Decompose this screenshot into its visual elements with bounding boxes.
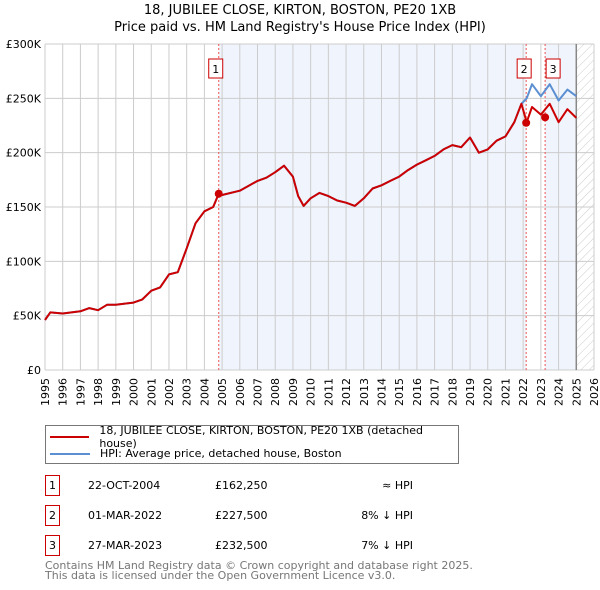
x-tick-label: 2000	[128, 378, 141, 406]
y-tick-label: £50K	[13, 310, 42, 323]
x-tick-label: 2021	[499, 378, 512, 406]
x-tick-label: 2019	[464, 378, 477, 406]
x-tick-label: 1995	[39, 378, 52, 406]
x-tick-label: 2004	[198, 378, 211, 406]
y-tick-label: £300K	[6, 38, 42, 51]
blue-line-swatch	[50, 452, 90, 455]
transaction-row: 3 27-MAR-2023 £232,500 7% ↓ HPI	[45, 535, 465, 556]
sale-point	[214, 189, 223, 198]
x-tick-label: 2008	[269, 378, 282, 406]
y-tick-label: £150K	[6, 201, 42, 214]
sale-price: £227,500	[215, 509, 268, 522]
y-tick-label: £200K	[6, 147, 42, 160]
footer: Contains HM Land Registry data © Crown c…	[45, 559, 473, 582]
x-tick-label: 2020	[482, 378, 495, 406]
x-tick-label: 2017	[429, 378, 442, 406]
sale-date: 01-MAR-2022	[88, 509, 163, 522]
y-tick-label: £250K	[6, 92, 42, 105]
x-tick-label: 2015	[393, 378, 406, 406]
sale-price: £232,500	[215, 539, 268, 552]
x-tick-label: 2016	[411, 378, 424, 406]
sale-price: £162,250	[215, 479, 268, 492]
x-tick-label: 1997	[74, 378, 87, 406]
sale-marker-badge: 1	[45, 475, 60, 496]
sale-label-box	[545, 58, 561, 79]
hpi-comparison: 7% ↓ HPI	[361, 539, 413, 552]
y-tick-label: £0	[27, 364, 41, 377]
x-tick-label: 2018	[446, 378, 459, 406]
price-chart: 1995 1996 1997 1998 1999 2000 2001 2002 2003 2004…	[6, 38, 600, 406]
legend-item-property: 18, JUBILEE CLOSE, KIRTON, BOSTON, PE20 …	[46, 424, 458, 450]
sale-label: 1	[212, 63, 219, 76]
x-tick-label: 2010	[305, 378, 318, 406]
footer-line: This data is licensed under the Open Gov…	[45, 569, 396, 582]
x-tick-label: 2007	[252, 378, 265, 406]
sale-date: 22-OCT-2004	[88, 479, 161, 492]
x-tick-label: 2014	[375, 378, 388, 406]
x-tick-label: 1999	[110, 378, 123, 406]
property-price-line	[44, 102, 577, 321]
sale-label-box	[208, 58, 224, 79]
legend-label: 18, JUBILEE CLOSE, KIRTON, BOSTON, PE20 …	[99, 423, 423, 450]
sale-label: 3	[550, 63, 557, 76]
sale-point	[541, 113, 550, 122]
legend-label: HPI: Average price, detached house, Bost…	[100, 447, 342, 460]
x-tick-label: 2013	[358, 378, 371, 406]
legend-item-hpi: HPI: Average price, detached house, Bost…	[46, 445, 342, 462]
x-tick-label: 2023	[535, 378, 548, 406]
x-tick-label: 2009	[287, 378, 300, 406]
legend: 18, JUBILEE CLOSE, KIRTON, BOSTON, PE20 …	[45, 424, 459, 464]
x-tick-label: 2022	[517, 378, 530, 406]
x-tick-label: 2025	[570, 378, 583, 406]
sale-label: 2	[521, 63, 528, 76]
transaction-row: 2 01-MAR-2022 £227,500 8% ↓ HPI	[45, 505, 465, 526]
x-tick-label: 1998	[92, 378, 105, 406]
x-tick-label: 2026	[588, 378, 600, 406]
footer-line: Contains HM Land Registry data © Crown c…	[45, 559, 473, 572]
hpi-comparison: ≈ HPI	[382, 479, 413, 492]
sale-marker-badge: 3	[45, 535, 60, 556]
red-line-swatch	[50, 435, 90, 438]
sale-date: 27-MAR-2023	[88, 539, 163, 552]
hpi-comparison: 8% ↓ HPI	[361, 509, 413, 522]
x-tick-label: 1996	[57, 378, 70, 406]
x-tick-label: 2005	[216, 378, 229, 406]
sale-label-box	[516, 58, 532, 79]
sale-point	[522, 118, 531, 127]
chart-subtitle: Price paid vs. HM Land Registry's House …	[114, 20, 486, 35]
sale-marker-badge: 2	[45, 505, 60, 526]
x-tick-label: 2006	[234, 378, 247, 406]
y-tick-label: £100K	[6, 255, 42, 268]
x-tick-label: 2024	[553, 378, 566, 406]
x-tick-label: 2011	[322, 378, 335, 406]
x-tick-label: 2001	[145, 378, 158, 406]
chart-title: 18, JUBILEE CLOSE, KIRTON, BOSTON, PE20 …	[143, 3, 457, 18]
x-tick-label: 2003	[181, 378, 194, 406]
x-tick-label: 2002	[163, 378, 176, 406]
transaction-row: 1 22-OCT-2004 £162,250 ≈ HPI	[45, 475, 465, 496]
x-tick-label: 2012	[340, 378, 353, 406]
